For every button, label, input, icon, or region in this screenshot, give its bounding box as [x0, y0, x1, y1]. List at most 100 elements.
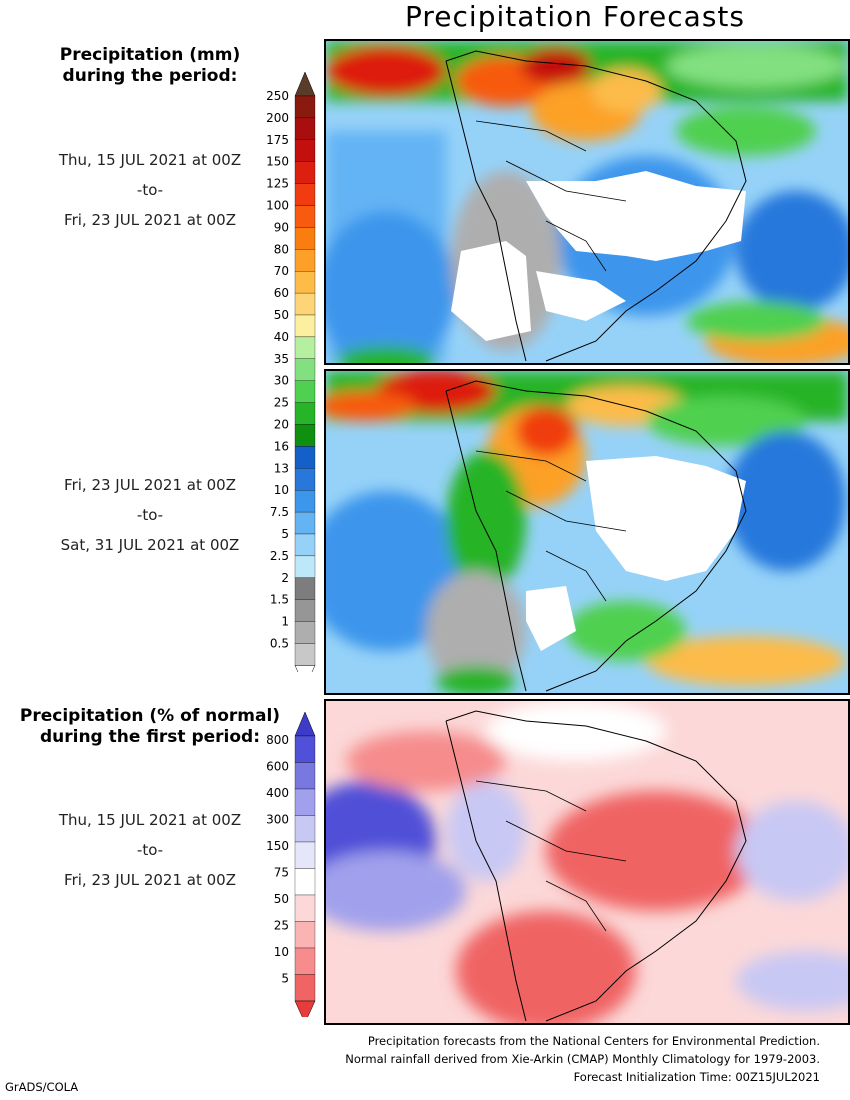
precip-colorbar-tick-label: 0.5 [270, 637, 289, 651]
precip-colorbar-cell [294, 599, 316, 622]
pct-header-line2: during the first period: [39, 727, 261, 747]
precip-colorbar-cell [294, 205, 316, 228]
period3-start: Thu, 15 JUL 2021 at 00Z [58, 811, 242, 829]
pct-colorbar-svg: 800 600 400 300 150 75 50 25 10 5 [266, 711, 316, 1024]
precip-colorbar-cell [294, 227, 316, 250]
pct-colorbar-cell [294, 735, 316, 763]
precip-colorbar-cell [294, 95, 316, 119]
precip-colorbar-tick-label: 80 [274, 242, 289, 256]
precip-colorbar-tick-label: 125 [266, 177, 289, 191]
precip-colorbar-tick-label: 50 [274, 308, 289, 322]
precip-legend-header: Precipitation (mm) during the period: [40, 45, 260, 87]
period3-end: Fri, 23 JUL 2021 at 00Z [64, 871, 236, 889]
precip-colorbar-tick-label: 70 [274, 264, 289, 278]
precip-colorbar-cell [294, 117, 316, 140]
pct-colorbar-tick-label: 600 [266, 760, 289, 774]
precip-colorbar-cell [294, 183, 316, 206]
precip-colorbar-cell [294, 577, 316, 600]
precip-map-period1 [324, 39, 850, 365]
precip-colorbar-tick-label: 13 [274, 461, 289, 475]
footer-line3: Forecast Initialization Time: 00Z15JUL20… [573, 1070, 820, 1084]
precip-colorbar-cell [294, 314, 316, 338]
precip-colorbar-cell [294, 249, 316, 272]
pct-colorbar-cell [294, 974, 316, 1002]
precip-header-line1: Precipitation (mm) [59, 45, 241, 65]
precip-colorbar-tick-label: 1.5 [270, 593, 289, 607]
precip-colorbar-cell [294, 358, 316, 381]
pct-colorbar-cell [294, 841, 316, 869]
pct-colorbar-bottom-arrow [294, 1000, 316, 1024]
period2-start: Fri, 23 JUL 2021 at 00Z [64, 476, 236, 494]
pct-normal-map [324, 699, 850, 1025]
pct-colorbar-cell [294, 815, 316, 843]
precip-colorbar-tick-label: 20 [274, 418, 289, 432]
precip-colorbar-cell [294, 643, 316, 666]
pct-colorbar-tick-label: 300 [266, 813, 289, 827]
period2-label: Fri, 23 JUL 2021 at 00Z -to- Sat, 31 JUL… [30, 470, 270, 560]
precip-colorbar-tick-label: 100 [266, 199, 289, 213]
pct-colorbar-cell [294, 894, 316, 922]
precip-colorbar-tick-label: 250 [266, 89, 289, 103]
pct-colorbar: 800 600 400 300 150 75 50 25 10 5 [255, 711, 325, 1024]
precip-colorbar-cell [294, 139, 316, 162]
precip-colorbar-tick-label: 90 [274, 220, 289, 234]
precip-colorbar-tick-label: 35 [274, 352, 289, 366]
pct-colorbar-tick-label: 75 [274, 866, 289, 880]
precip-colorbar-tick-label: 25 [274, 396, 289, 410]
precip-colorbar-cell [294, 336, 316, 359]
footer-line2: Normal rainfall derived from Xie-Arkin (… [345, 1052, 820, 1066]
precip-colorbar-cell [294, 490, 316, 513]
precip-colorbar-cell [294, 402, 316, 425]
precip-colorbar-cell [294, 380, 316, 403]
pct-colorbar-cell [294, 788, 316, 816]
precip-colorbar-tick-label: 200 [266, 111, 289, 125]
precip-colorbar-tick-label: 10 [274, 483, 289, 497]
precip-colorbar-cell [294, 468, 316, 491]
precip-colorbar-tick-label: 5 [281, 527, 289, 541]
precip-colorbar-svg: 2502001751501251009080706050403530252016… [266, 71, 316, 689]
pct-legend-header: Precipitation (% of normal) during the f… [10, 706, 290, 748]
pct-colorbar-cell [294, 762, 316, 790]
precip-colorbar-top-arrow [294, 71, 316, 97]
pct-header-line1: Precipitation (% of normal) [19, 706, 281, 726]
precip-colorbar-tick-label: 60 [274, 286, 289, 300]
precip-colorbar-cell [294, 533, 316, 557]
precip-colorbar-tick-label: 1 [281, 615, 289, 629]
precip-colorbar-bottom-arrow [294, 665, 316, 689]
period1-end: Fri, 23 JUL 2021 at 00Z [64, 211, 236, 229]
period2-end: Sat, 31 JUL 2021 at 00Z [60, 536, 240, 554]
period3-label: Thu, 15 JUL 2021 at 00Z -to- Fri, 23 JUL… [30, 805, 270, 895]
period1-to: -to- [136, 181, 164, 199]
page-title: Precipitation Forecasts [405, 0, 745, 33]
pct-colorbar-tick-label: 10 [274, 945, 289, 959]
pct-map-svg [326, 701, 848, 1023]
precip-map2-svg [326, 371, 848, 693]
precip-colorbar-cell [294, 161, 316, 184]
footer-line1: Precipitation forecasts from the Nationa… [367, 1034, 820, 1048]
precip-colorbar-cell [294, 424, 316, 447]
precip-map-period2 [324, 369, 850, 695]
pct-colorbar-tick-label: 400 [266, 786, 289, 800]
pct-colorbar-tick-label: 5 [281, 972, 289, 986]
precip-colorbar-tick-label: 2 [281, 571, 289, 585]
precip-colorbar-cell [294, 271, 316, 294]
precip-colorbar: 250 200 175 150 125 100 90 80 70 60 50 40 35 30 25 20 16… [255, 71, 325, 689]
precip-colorbar-tick-label: 30 [274, 374, 289, 388]
credit-label: GrADS/COLA [5, 1080, 79, 1094]
precip-colorbar-tick-label: 150 [266, 155, 289, 169]
precip-header-line2: during the period: [62, 66, 238, 86]
pct-colorbar-tick-label: 25 [274, 919, 289, 933]
pct-colorbar-tick-label: 50 [274, 892, 289, 906]
pct-colorbar-cell [294, 868, 316, 896]
precip-colorbar-tick-label: 7.5 [270, 505, 289, 519]
precip-map1-svg [326, 41, 848, 363]
pct-colorbar-tick-label: 150 [266, 839, 289, 853]
precip-colorbar-cell [294, 621, 316, 644]
period1-start: Thu, 15 JUL 2021 at 00Z [58, 151, 242, 169]
precip-colorbar-tick-label: 175 [266, 133, 289, 147]
precip-colorbar-cell [294, 555, 316, 578]
period1-label: Thu, 15 JUL 2021 at 00Z -to- Fri, 23 JUL… [30, 145, 270, 235]
precip-colorbar-cell [294, 446, 316, 469]
pct-colorbar-cell [294, 921, 316, 949]
precip-colorbar-tick-label: 16 [274, 439, 289, 453]
